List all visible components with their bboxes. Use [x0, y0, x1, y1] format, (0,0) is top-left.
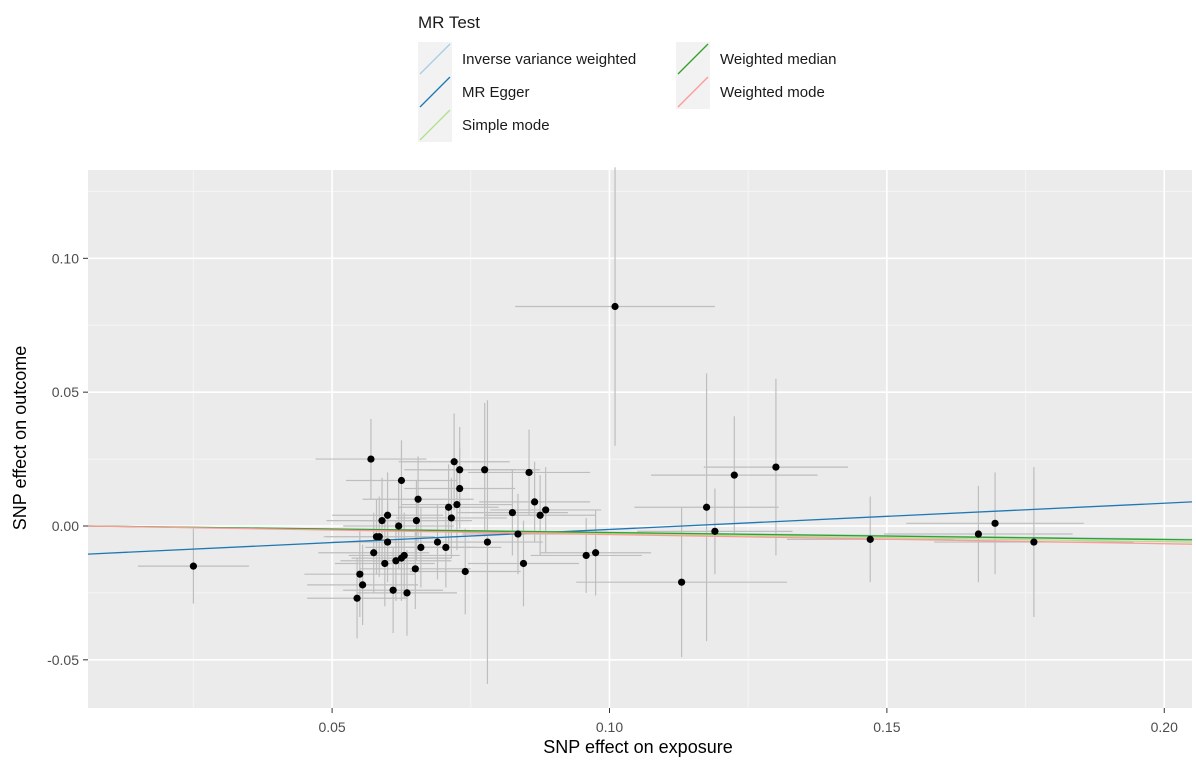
data-point: [611, 302, 619, 311]
data-point: [519, 559, 528, 568]
data-point: [481, 466, 489, 474]
data-point: [403, 589, 411, 597]
data-point: [381, 559, 389, 568]
y-tick-label: 0.10: [52, 250, 79, 266]
plot-panel: [88, 170, 1192, 708]
grid-minor: [88, 170, 1192, 708]
data-point: [702, 503, 711, 511]
line-weighted-mode: [87, 525, 1193, 545]
data-point: [389, 586, 397, 594]
y-axis-title: SNP effect on outcome: [10, 346, 30, 530]
data-point: [370, 549, 378, 557]
data-point: [678, 578, 686, 586]
data-point: [508, 509, 517, 517]
legend: MR Test Inverse variance weighted MR Egge…: [418, 13, 836, 142]
data-point: [483, 538, 492, 546]
legend-item-inverse-variance-weighted: Inverse variance weighted: [418, 42, 636, 76]
axes: 0.05 0.10 0.15 0.20 -0.05 0.00 0.05 0.10: [47, 250, 1178, 735]
data-point: [189, 562, 198, 570]
data-point: [417, 543, 425, 552]
legend-title: MR Test: [418, 13, 480, 32]
legend-key-line: [677, 43, 709, 75]
data-point: [395, 522, 403, 530]
data-point: [453, 500, 461, 509]
data-point: [772, 463, 780, 471]
data-point: [445, 503, 453, 511]
legend-key-line: [677, 76, 709, 108]
data-point: [412, 517, 421, 525]
line-weighted-median: [87, 525, 1193, 541]
data-point: [974, 530, 983, 538]
data-point: [450, 458, 458, 466]
data-point: [367, 455, 375, 463]
data-point: [414, 495, 422, 503]
data-point: [456, 484, 464, 493]
x-tick-label: 0.15: [873, 719, 900, 735]
y-tick-label: 0.00: [52, 518, 79, 534]
data-point: [359, 581, 367, 589]
y-tick-label: 0.05: [52, 384, 79, 400]
data-point: [447, 514, 455, 522]
data-point: [442, 543, 450, 552]
x-tick-label: 0.20: [1151, 719, 1178, 735]
data-point: [1030, 538, 1038, 546]
legend-item-mr-egger: MR Egger: [418, 75, 530, 109]
data-point: [356, 570, 364, 578]
legend-label: MR Egger: [462, 84, 530, 101]
x-tick-label: 0.05: [318, 719, 345, 735]
legend-key-line: [419, 109, 451, 141]
legend-label: Inverse variance weighted: [462, 51, 636, 68]
legend-item-simple-mode: Simple mode: [418, 108, 550, 142]
data-point: [378, 517, 386, 525]
data-point: [991, 519, 999, 527]
data-point: [411, 565, 419, 573]
x-tick-label: 0.10: [596, 719, 623, 735]
data-point: [525, 468, 533, 477]
data-points: [189, 302, 1038, 602]
data-point: [530, 498, 539, 506]
line-mr-egger: [87, 501, 1193, 555]
legend-key-line: [419, 76, 451, 108]
y-tick-label: -0.05: [47, 652, 79, 668]
data-point: [866, 535, 874, 543]
data-point: [392, 557, 400, 565]
data-point: [375, 533, 383, 541]
data-point: [730, 471, 738, 479]
data-point: [383, 511, 392, 519]
data-point: [711, 527, 719, 535]
data-point: [461, 567, 469, 576]
data-point: [353, 594, 361, 602]
legend-item-weighted-mode: Weighted mode: [676, 75, 825, 109]
legend-key-line: [419, 43, 451, 75]
legend-label: Weighted median: [720, 51, 836, 68]
data-point: [397, 476, 406, 485]
data-point: [592, 549, 600, 557]
data-point: [582, 551, 590, 560]
legend-label: Weighted mode: [720, 84, 825, 101]
grid-major: [88, 170, 1192, 708]
data-point: [383, 538, 392, 546]
data-point: [433, 538, 442, 546]
legend-item-weighted-median: Weighted median: [676, 42, 836, 76]
data-point: [400, 551, 408, 560]
data-point: [542, 506, 550, 514]
regression-lines: [87, 501, 1193, 555]
data-point: [536, 511, 544, 519]
x-axis-title: SNP effect on exposure: [543, 737, 732, 757]
data-point: [514, 530, 522, 538]
data-point: [456, 466, 464, 474]
legend-label: Simple mode: [462, 117, 550, 134]
